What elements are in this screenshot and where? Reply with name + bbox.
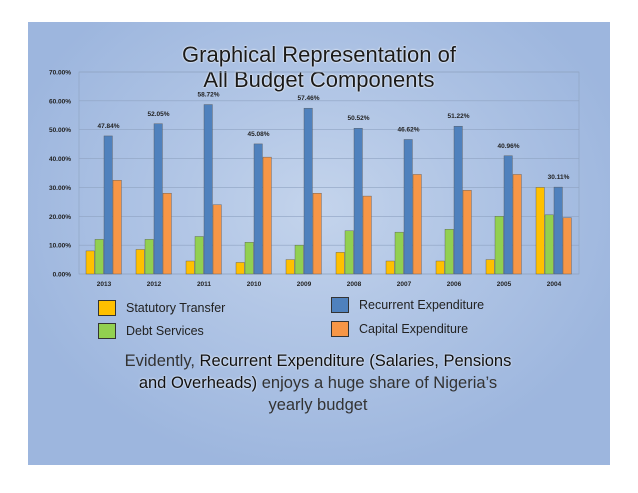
bar: [435, 260, 445, 275]
bar: [394, 231, 404, 275]
bar: [85, 250, 95, 275]
bar: [235, 262, 245, 275]
bar: [403, 139, 413, 275]
x-tick-label: 2004: [547, 281, 562, 288]
y-tick-label: 40.00%: [49, 156, 71, 163]
y-tick-label: 10.00%: [49, 243, 71, 250]
data-label: 50.52%: [347, 115, 369, 122]
x-tick-label: 2010: [247, 281, 262, 288]
bar: [553, 186, 563, 275]
x-tick-label: 2011: [197, 281, 211, 288]
data-label: 45.08%: [247, 131, 269, 138]
y-tick-label: 50.00%: [49, 127, 71, 134]
bar: [312, 192, 322, 275]
bar: [194, 236, 204, 275]
legend-swatch-statutory-transfer: [98, 300, 116, 316]
bar: [253, 143, 263, 275]
caption: Evidently, Recurrent Expenditure (Salari…: [118, 350, 518, 416]
bar: [262, 156, 272, 275]
bar: [185, 260, 195, 275]
x-tick-label: 2007: [397, 281, 412, 288]
x-tick-label: 2006: [447, 281, 462, 288]
bar-chart: 0.00% 10.00% 20.00% 30.00% 40.00% 50.00% 60.00…: [49, 70, 580, 288]
legend-swatch-debt-services: [98, 323, 116, 339]
bar: [153, 123, 163, 275]
caption-prefix: Evidently,: [124, 352, 200, 370]
legend-label-debt-services: Debt Services: [126, 324, 204, 338]
bar: [203, 104, 213, 275]
bar: [94, 239, 104, 275]
bar: [494, 216, 504, 275]
chart-title-line-2: All Budget Components: [203, 67, 435, 92]
data-label: 46.62%: [397, 126, 419, 133]
x-tick-label: 2012: [147, 281, 162, 288]
legend-item-recurrent-expenditure: Recurrent Expenditure: [331, 295, 484, 315]
x-tick-label: 2013: [97, 281, 112, 288]
bar: [294, 244, 304, 275]
legend-item-debt-services: Debt Services: [98, 321, 204, 341]
x-tick-label: 2009: [297, 281, 312, 288]
bar: [112, 180, 122, 275]
bar: [335, 252, 345, 275]
bar: [535, 187, 545, 275]
data-label: 51.22%: [447, 113, 469, 120]
bar: [462, 190, 472, 275]
bar: [362, 195, 372, 275]
bar: [135, 249, 145, 275]
y-tick-label: 60.00%: [49, 98, 71, 105]
data-label: 47.84%: [97, 123, 119, 130]
bar: [303, 107, 313, 275]
y-tick-label: 30.00%: [49, 185, 71, 192]
legend-label-recurrent-expenditure: Recurrent Expenditure: [359, 298, 485, 312]
legend-item-statutory-transfer: Statutory Transfer: [98, 298, 225, 318]
bar: [244, 242, 254, 275]
chart-title: Graphical Representation of All Budget C…: [28, 42, 610, 92]
bar: [453, 125, 463, 275]
bar: [544, 214, 554, 275]
bar: [144, 239, 154, 275]
y-tick-label: 0.00%: [53, 272, 72, 279]
legend-item-capital-expenditure: Capital Expenditure: [331, 319, 468, 339]
chart-title-line-1: Graphical Representation of: [182, 42, 456, 67]
bar: [212, 204, 222, 275]
y-tick-label: 70.00%: [49, 70, 71, 77]
y-tick-label: 20.00%: [49, 214, 71, 221]
bar: [503, 155, 513, 275]
legend-label-statutory-transfer: Statutory Transfer: [126, 301, 226, 315]
bar: [103, 135, 113, 275]
data-label: 57.46%: [297, 95, 319, 102]
data-label: 58.72%: [197, 92, 219, 99]
x-tick-label: 2005: [497, 281, 512, 288]
data-label: 52.05%: [147, 111, 169, 118]
caption-highlight: Recurrent Expenditure (Salaries, Pension…: [138, 352, 512, 392]
slide: Graphical Representation of All Budget C…: [28, 22, 610, 465]
x-tick-label: 2008: [347, 281, 362, 288]
bar: [412, 174, 422, 275]
bar: [485, 259, 495, 275]
caption-suffix: enjoys a huge share of Nigeria’s yearly …: [257, 374, 498, 414]
bar: [512, 174, 522, 275]
legend-label-capital-expenditure: Capital Expenditure: [359, 322, 469, 336]
data-label: 40.96%: [497, 143, 519, 150]
bar: [285, 259, 295, 275]
bar: [353, 128, 363, 275]
data-label: 30.11%: [548, 174, 570, 181]
bar: [344, 230, 354, 275]
bar: [562, 217, 572, 275]
bar: [385, 260, 395, 275]
legend-swatch-capital-expenditure: [331, 321, 349, 337]
legend-swatch-recurrent-expenditure: [331, 297, 349, 313]
bar: [162, 192, 172, 275]
bar: [444, 229, 454, 275]
